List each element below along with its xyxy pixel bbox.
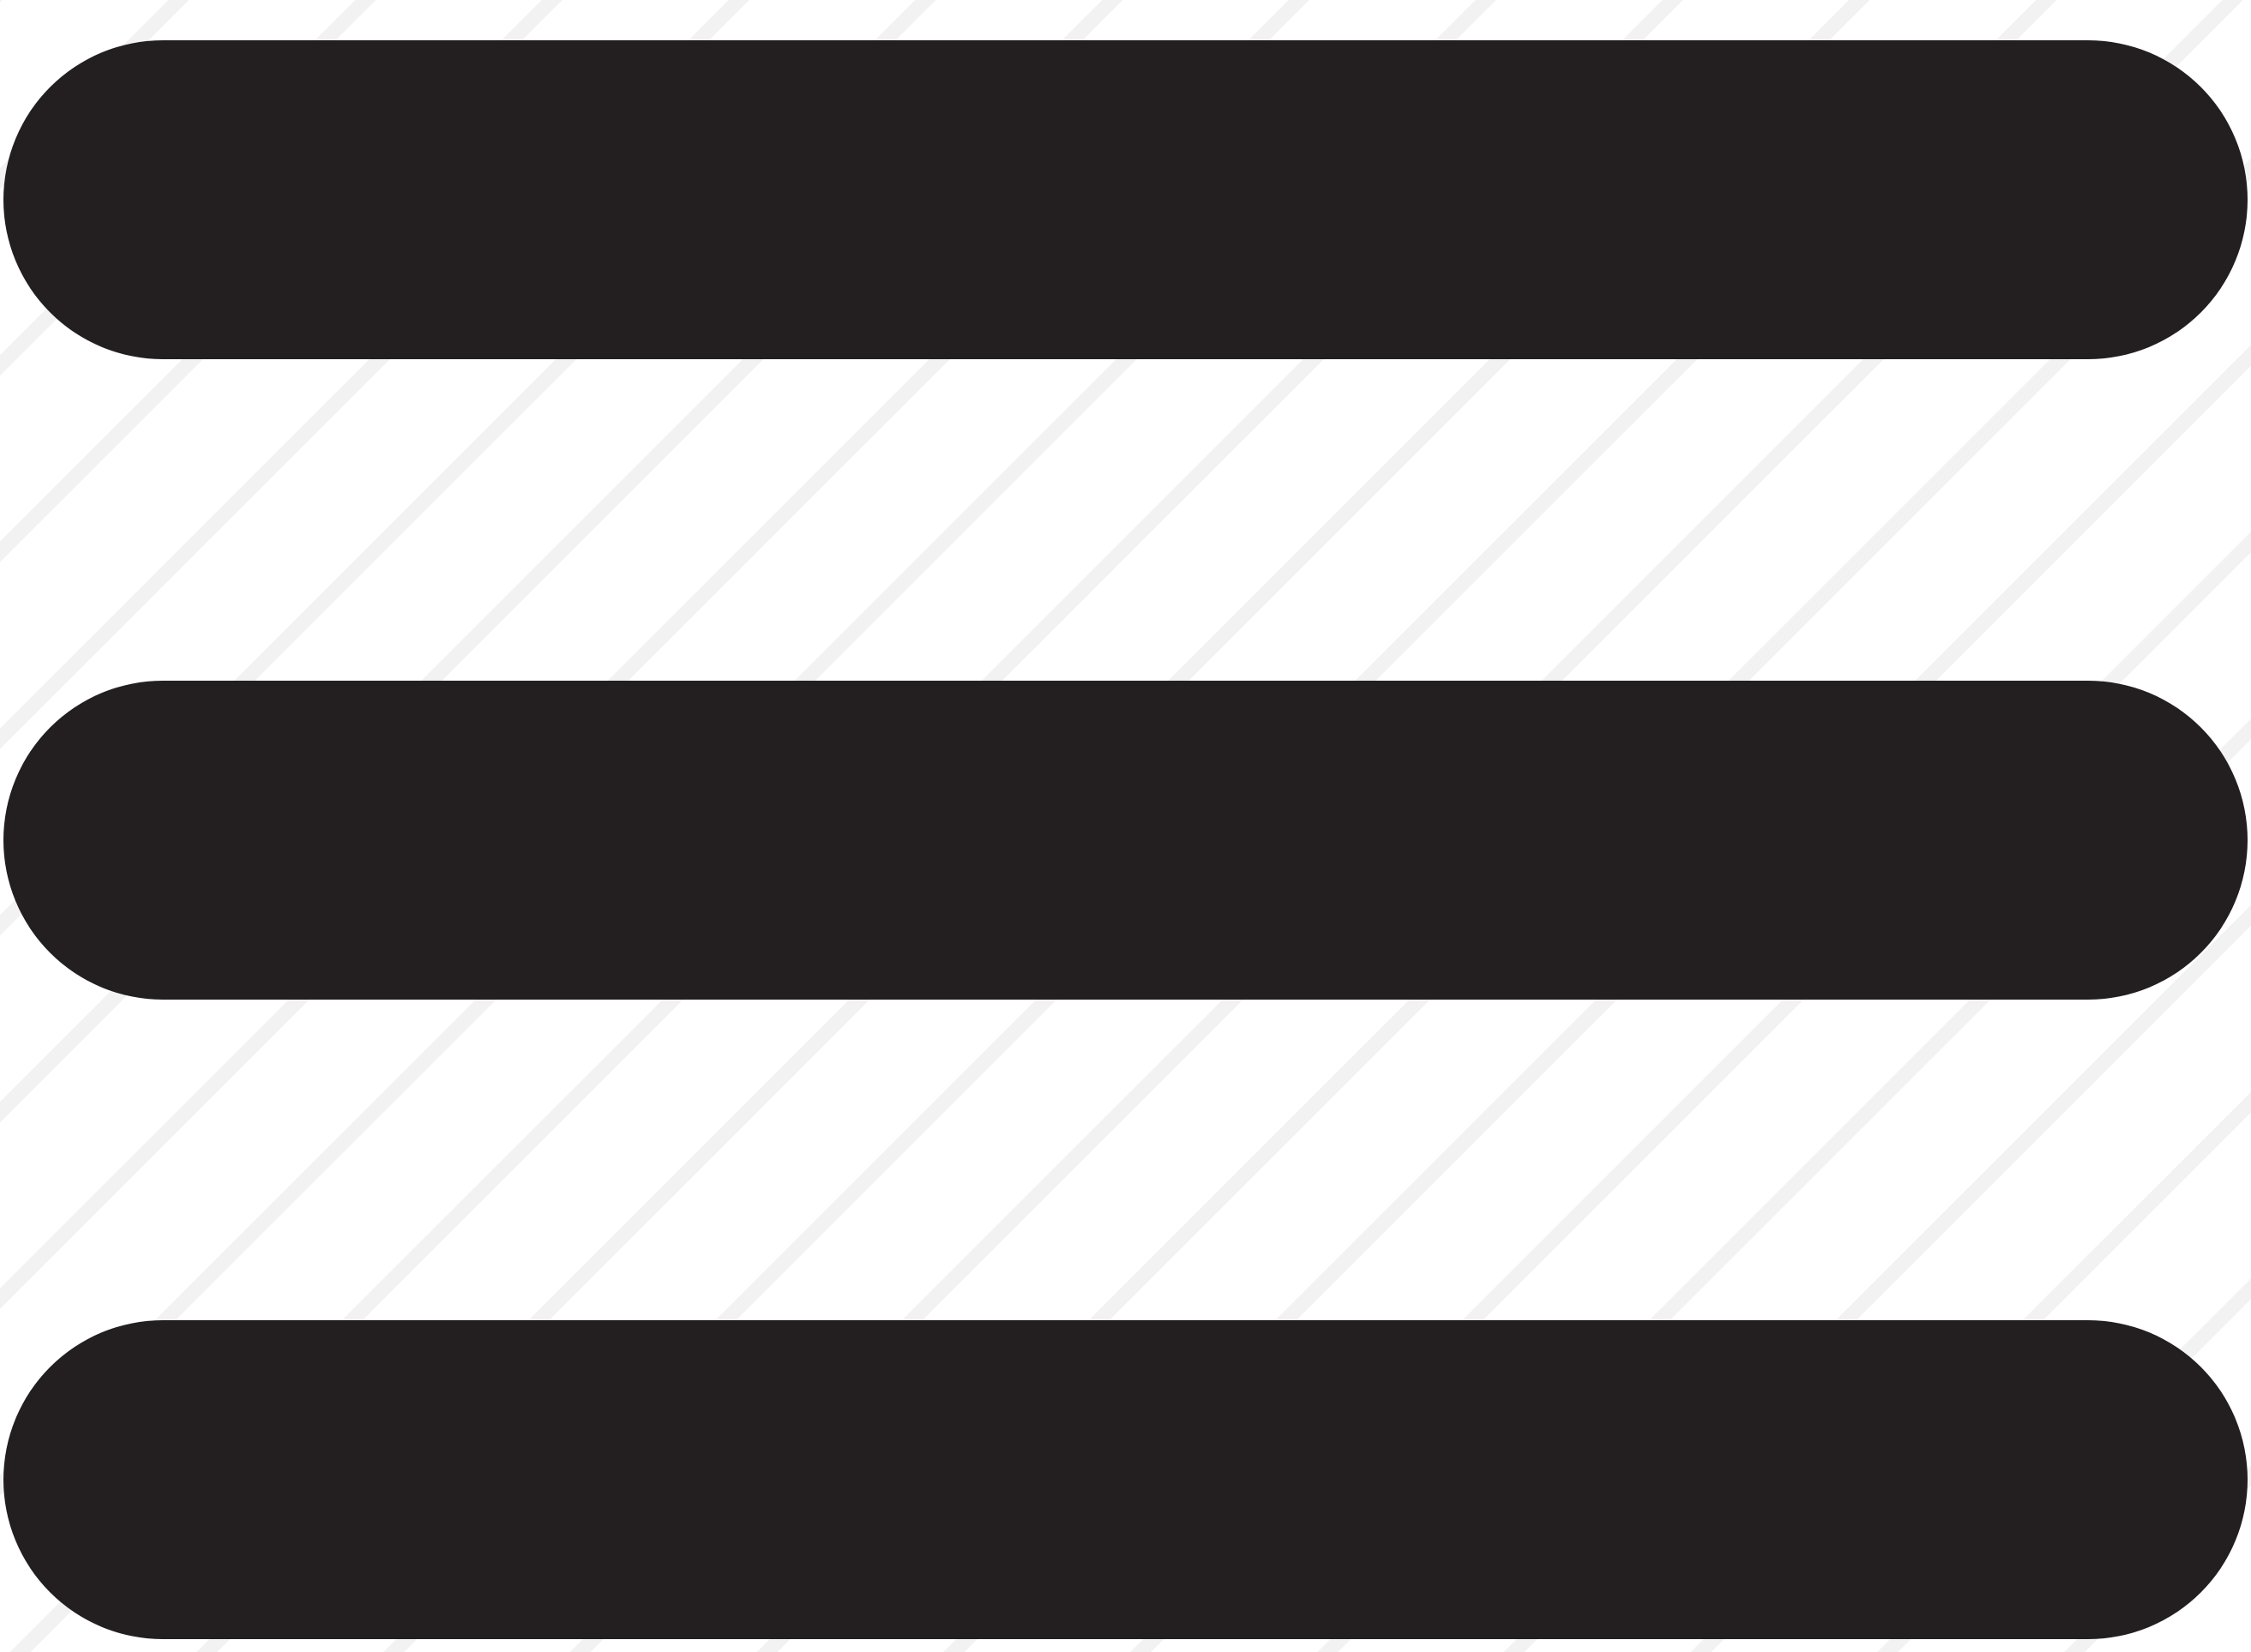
menu-bar-top: [3, 40, 2248, 359]
menu-bar-bottom: [3, 1320, 2248, 1639]
menu-bar-middle: [3, 681, 2248, 1000]
